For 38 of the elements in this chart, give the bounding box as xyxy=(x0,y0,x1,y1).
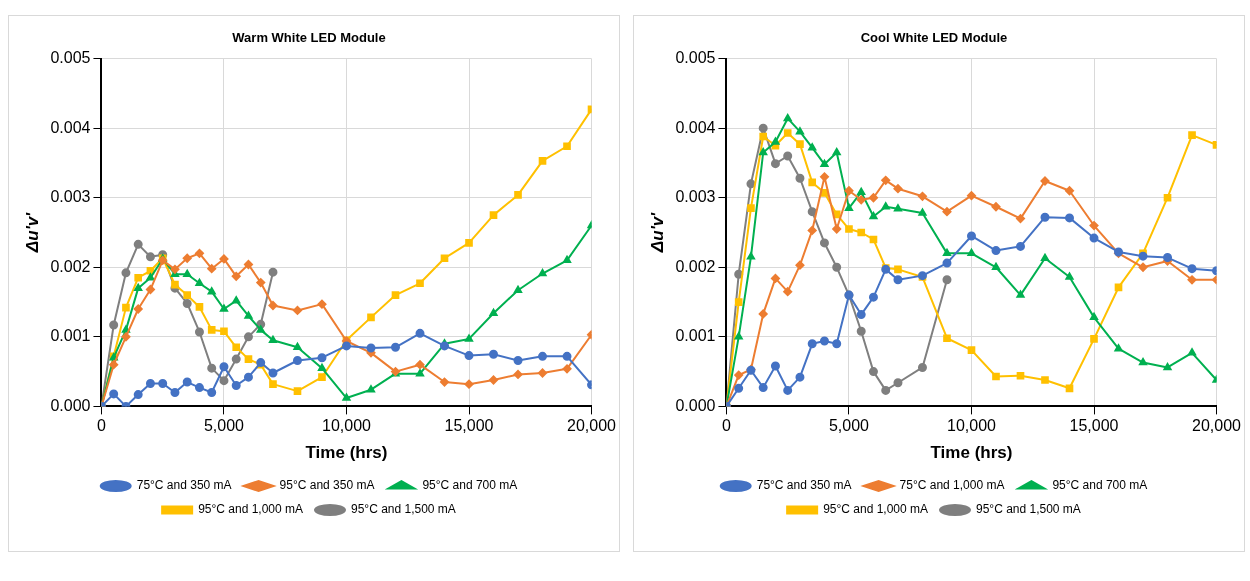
legend-label: 95°C and 1,000 mA xyxy=(823,502,929,517)
y-tick-label: 0.000 xyxy=(675,396,716,414)
x-tick-label: 15,000 xyxy=(1069,417,1119,435)
y-tick-label: 0.001 xyxy=(50,327,91,345)
x-tick-label: 10,000 xyxy=(322,417,372,435)
x-tick-label: 20,000 xyxy=(1192,417,1242,435)
y-tick-label: 0.002 xyxy=(50,257,91,275)
legend-label: 95°C and 700 mA xyxy=(1052,478,1148,493)
legend-label: 75°C and 1,000 mA xyxy=(899,478,1005,493)
y-axis-title: Δu'v' xyxy=(647,211,667,254)
x-tick-label: 20,000 xyxy=(567,417,617,435)
legend-label: 75°C and 350 mA xyxy=(136,478,232,493)
legend-label: 95°C and 700 mA xyxy=(422,478,518,493)
x-tick-label: 5,000 xyxy=(203,417,245,435)
y-tick-label: 0.005 xyxy=(675,49,716,67)
chart-title: Warm White LED Module xyxy=(232,30,386,46)
y-tick-label: 0.004 xyxy=(50,118,91,136)
legend-label: 95°C and 1,000 mA xyxy=(198,502,304,517)
x-tick-label: 0 xyxy=(721,417,731,435)
y-tick-label: 0.004 xyxy=(675,118,716,136)
y-tick-label: 0.003 xyxy=(50,188,91,206)
legend-label: 95°C and 350 mA xyxy=(279,478,375,493)
x-tick-label: 5,000 xyxy=(828,417,870,435)
x-tick-label: 15,000 xyxy=(444,417,494,435)
x-axis-title: Time (hrs) xyxy=(305,443,388,463)
legend-label: 75°C and 350 mA xyxy=(756,478,852,493)
x-axis-title: Time (hrs) xyxy=(930,443,1013,463)
y-axis-title: Δu'v' xyxy=(22,211,42,254)
chart-title: Cool White LED Module xyxy=(860,30,1008,46)
y-tick-label: 0.001 xyxy=(675,327,716,345)
legend-label: 95°C and 1,500 mA xyxy=(351,502,456,517)
y-tick-label: 0.000 xyxy=(50,396,91,414)
x-tick-label: 0 xyxy=(96,417,106,435)
y-tick-label: 0.005 xyxy=(50,49,91,67)
legend-label: 95°C and 1,500 mA xyxy=(976,502,1081,517)
y-tick-label: 0.003 xyxy=(675,188,716,206)
y-tick-label: 0.002 xyxy=(675,257,716,275)
x-tick-label: 10,000 xyxy=(947,417,997,435)
